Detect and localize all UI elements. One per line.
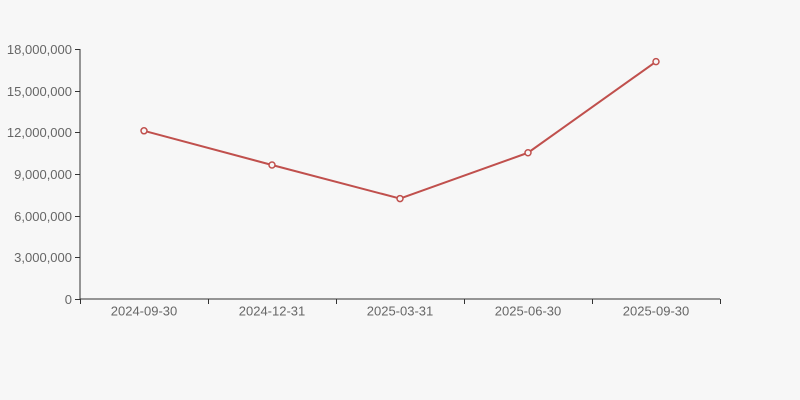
x-axis-tick-label: 2024-12-31 — [239, 304, 306, 319]
y-axis-tick-label: 3,000,000 — [14, 250, 72, 265]
y-axis-tick-label: 6,000,000 — [14, 209, 72, 224]
x-axis-tick-label: 2025-06-30 — [495, 304, 562, 319]
x-axis-tick-label: 2025-03-31 — [367, 304, 434, 319]
y-axis-tick-label: 18,000,000 — [7, 42, 72, 57]
y-axis-tick-label: 15,000,000 — [7, 84, 72, 99]
y-axis-tick-label: 12,000,000 — [7, 125, 72, 140]
data-point-marker[interactable] — [140, 127, 148, 135]
data-point-marker[interactable] — [268, 161, 276, 169]
x-axis-tick-label: 2024-09-30 — [111, 304, 178, 319]
data-point-marker[interactable] — [524, 149, 532, 157]
data-point-marker[interactable] — [396, 194, 404, 203]
x-axis-tick-label: 2025-09-30 — [623, 304, 690, 319]
series-line — [143, 60, 657, 200]
y-axis-tick-label: 9,000,000 — [14, 167, 72, 182]
data-point-marker[interactable] — [652, 57, 660, 66]
y-axis-tick-label: 0 — [65, 292, 72, 307]
